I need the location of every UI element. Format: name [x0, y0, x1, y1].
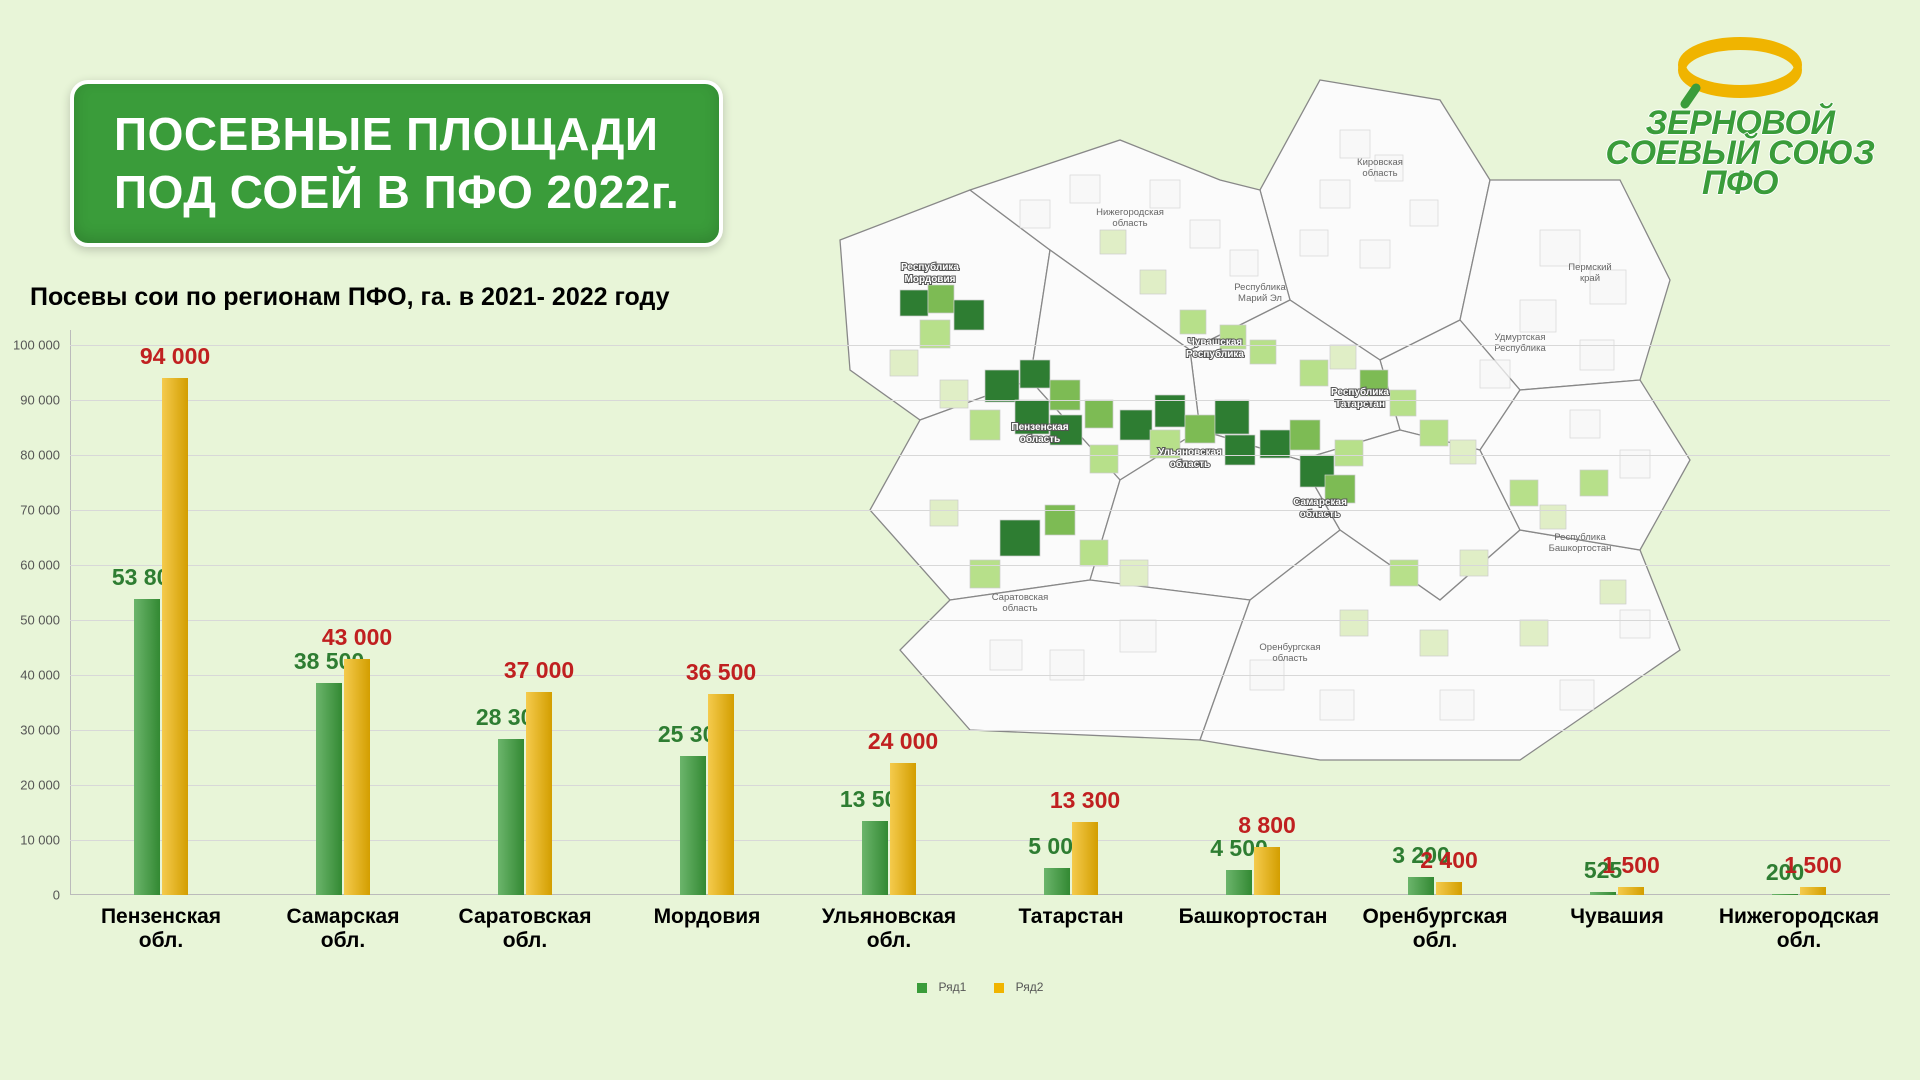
x-labels: Пензенскаяобл.Самарскаяобл.Саратовскаяоб… — [70, 905, 1890, 975]
bar-series1: 525 — [1590, 892, 1616, 895]
x-label: Башкортостан — [1166, 905, 1340, 929]
x-label: Мордовия — [620, 905, 794, 929]
legend: Ряд1 Ряд2 — [70, 980, 1890, 994]
y-axis: 010 00020 00030 00040 00050 00060 00070 … — [0, 345, 70, 895]
bar-group: 3 2002 400 — [1395, 345, 1475, 895]
x-label: Нижегородскаяобл. — [1712, 905, 1886, 953]
svg-text:Мордовия: Мордовия — [905, 274, 956, 285]
y-tick: 100 000 — [13, 338, 60, 353]
bar-value-s2: 43 000 — [322, 624, 392, 651]
bar-group: 4 5008 800 — [1213, 345, 1293, 895]
bar-series2: 94 000 — [162, 378, 188, 895]
x-label: Пензенскаяобл. — [74, 905, 248, 953]
bar-series2: 8 800 — [1254, 847, 1280, 895]
y-tick: 90 000 — [20, 393, 60, 408]
y-axis-line — [70, 330, 71, 895]
bar-group: 28 30037 000 — [485, 345, 565, 895]
bar-series2: 43 000 — [344, 659, 370, 896]
svg-text:Пермский: Пермский — [1568, 262, 1611, 273]
svg-text:область: область — [1362, 168, 1397, 179]
bar-value-s2: 1 500 — [1602, 852, 1660, 879]
y-tick: 60 000 — [20, 558, 60, 573]
x-label: Ульяновскаяобл. — [802, 905, 976, 953]
y-tick: 30 000 — [20, 723, 60, 738]
bar-series2: 13 300 — [1072, 822, 1098, 895]
bar-value-s2: 8 800 — [1238, 812, 1296, 839]
y-tick: 80 000 — [20, 448, 60, 463]
bar-series1: 3 200 — [1408, 877, 1434, 895]
legend-s1: Ряд1 — [939, 980, 967, 994]
bar-series1: 200 — [1772, 894, 1798, 895]
svg-text:область: область — [1112, 218, 1147, 229]
svg-text:Республика: Республика — [1234, 282, 1286, 293]
bar-value-s2: 2 400 — [1420, 847, 1478, 874]
bar-value-s2: 1 500 — [1784, 852, 1842, 879]
bar-series2: 2 400 — [1436, 882, 1462, 895]
svg-text:Республика: Республика — [901, 261, 959, 273]
bar-group: 5 00013 300 — [1031, 345, 1111, 895]
x-label: Оренбургскаяобл. — [1348, 905, 1522, 953]
x-label: Саратовскаяобл. — [438, 905, 612, 953]
title-line-1: ПОСЕВНЫЕ ПЛОЩАДИ — [114, 106, 679, 164]
bar-series1: 28 300 — [498, 739, 524, 895]
legend-s2: Ряд2 — [1016, 980, 1044, 994]
bar-value-s2: 13 300 — [1050, 787, 1120, 814]
x-label: Самарскаяобл. — [256, 905, 430, 953]
bar-value-s2: 94 000 — [140, 343, 210, 370]
bar-group: 38 50043 000 — [303, 345, 383, 895]
svg-text:край: край — [1580, 273, 1600, 284]
chart-subtitle: Посевы сои по регионам ПФО, га. в 2021- … — [30, 283, 670, 312]
bar-series2: 36 500 — [708, 694, 734, 895]
bar-group: 25 30036 500 — [667, 345, 747, 895]
bar-series1: 38 500 — [316, 683, 342, 895]
bar-series1: 5 000 — [1044, 868, 1070, 896]
title-banner: ПОСЕВНЫЕ ПЛОЩАДИ ПОД СОЕЙ В ПФО 2022г. — [70, 80, 723, 247]
plot-area: 53 80094 00038 50043 00028 30037 00025 3… — [70, 345, 1890, 895]
y-tick: 50 000 — [20, 613, 60, 628]
x-label: Чувашия — [1530, 905, 1704, 929]
bar-series2: 37 000 — [526, 692, 552, 896]
svg-text:Удмуртская: Удмуртская — [1495, 332, 1546, 343]
bar-group: 2001 500 — [1759, 345, 1839, 895]
svg-text:Нижегородская: Нижегородская — [1096, 207, 1164, 218]
map-label: Кировская — [1357, 157, 1403, 168]
bar-group: 5251 500 — [1577, 345, 1657, 895]
title-line-2: ПОД СОЕЙ В ПФО 2022г. — [114, 164, 679, 222]
bar-series1: 25 300 — [680, 756, 706, 895]
bar-series2: 24 000 — [890, 763, 916, 895]
bar-group: 13 50024 000 — [849, 345, 929, 895]
bar-series2: 1 500 — [1800, 887, 1826, 895]
bar-value-s2: 36 500 — [686, 659, 756, 686]
y-tick: 70 000 — [20, 503, 60, 518]
bar-chart: 0 10 000 20 000 30 000 40 000 50 000 60 000 70 … — [0, 345, 1900, 1045]
bar-series1: 53 800 — [134, 599, 160, 895]
bar-series1: 4 500 — [1226, 870, 1252, 895]
y-tick: 0 — [53, 888, 60, 903]
bar-value-s2: 37 000 — [504, 657, 574, 684]
y-tick: 40 000 — [20, 668, 60, 683]
bar-series2: 1 500 — [1618, 887, 1644, 895]
bar-value-s2: 24 000 — [868, 728, 938, 755]
bar-group: 53 80094 000 — [121, 345, 201, 895]
y-tick: 20 000 — [20, 778, 60, 793]
svg-text:Марий Эл: Марий Эл — [1238, 293, 1282, 304]
bar-series1: 13 500 — [862, 821, 888, 895]
x-label: Татарстан — [984, 905, 1158, 929]
y-tick: 10 000 — [20, 833, 60, 848]
